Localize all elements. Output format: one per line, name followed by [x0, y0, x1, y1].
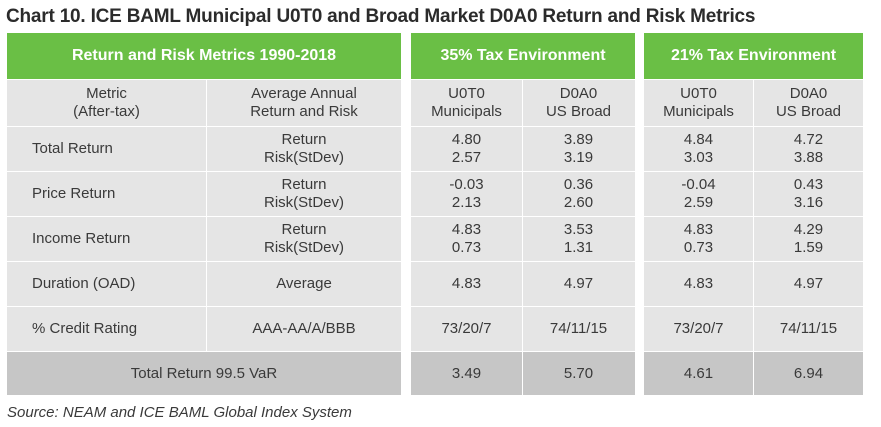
table-row: 4.84 3.03 4.72 3.88 [644, 126, 863, 171]
row-type: AAA-AA/A/BBB [206, 307, 401, 351]
metrics-block: Return and Risk Metrics 1990-2018 Metric… [7, 33, 401, 395]
table-row: Total Return Return Risk(StDev) [7, 126, 401, 171]
row-type: Average [206, 262, 401, 306]
table-row: 4.80 2.57 3.89 3.19 [411, 126, 635, 171]
table-row: Duration (OAD) Average [7, 261, 401, 306]
u0t0-value: 73/20/7 [441, 320, 492, 337]
row-label: Income Return [32, 230, 131, 247]
u0t0-value: 4.84 3.03 [683, 131, 714, 166]
table-row: -0.03 2.13 0.36 2.60 [411, 171, 635, 216]
d0a0-var-value: 6.94 [753, 352, 863, 395]
d0a0-value: 74/11/15 [522, 307, 634, 351]
table-row: 4.83 0.73 4.29 1.59 [644, 216, 863, 261]
var-row: 3.49 5.70 [411, 351, 635, 395]
row-label: Total Return [32, 140, 113, 157]
u0t0-value: -0.04 2.59 [681, 176, 716, 211]
u0t0-column-header: U0T0 Municipals [663, 85, 734, 120]
d0a0-value: 3.53 1.31 [522, 217, 634, 261]
tax21-subheader-row: U0T0 Municipals D0A0 US Broad [644, 79, 863, 126]
metric-column-header: Metric (After-tax) [73, 85, 140, 120]
d0a0-value: 74/11/15 [753, 307, 863, 351]
row-type: Return Risk(StDev) [206, 127, 401, 171]
table-row: Income Return Return Risk(StDev) [7, 216, 401, 261]
u0t0-value: 4.83 0.73 [683, 221, 714, 256]
table-row: 4.83 4.97 [411, 261, 635, 306]
table-row: Price Return Return Risk(StDev) [7, 171, 401, 216]
d0a0-var-value: 5.70 [522, 352, 634, 395]
row-type: Return Risk(StDev) [206, 217, 401, 261]
var-row: 4.61 6.94 [644, 351, 863, 395]
d0a0-value: 0.43 3.16 [753, 172, 863, 216]
u0t0-column-header: U0T0 Municipals [431, 85, 502, 120]
u0t0-value: 4.83 [451, 275, 482, 292]
var-label: Total Return 99.5 VaR [130, 364, 278, 382]
d0a0-value: 4.97 [522, 262, 634, 306]
u0t0-value: -0.03 2.13 [449, 176, 484, 211]
row-label: % Credit Rating [32, 320, 138, 337]
d0a0-column-header: D0A0 US Broad [753, 80, 863, 126]
d0a0-value: 4.97 [753, 262, 863, 306]
tax35-header: 35% Tax Environment [411, 33, 635, 79]
table-row: 73/20/7 74/11/15 [411, 306, 635, 351]
metrics-subheader-row: Metric (After-tax) Average Annual Return… [7, 79, 401, 126]
table-row: % Credit Rating AAA-AA/A/BBB [7, 306, 401, 351]
chart-title: Chart 10. ICE BAML Municipal U0T0 and Br… [6, 6, 756, 27]
d0a0-value: 3.89 3.19 [522, 127, 634, 171]
d0a0-column-header: D0A0 US Broad [522, 80, 634, 126]
table-row: 4.83 4.97 [644, 261, 863, 306]
row-label: Price Return [32, 185, 116, 202]
average-column-header: Average Annual Return and Risk [206, 80, 401, 126]
d0a0-value: 0.36 2.60 [522, 172, 634, 216]
tax35-block: 35% Tax Environment U0T0 Municipals D0A0… [411, 33, 635, 395]
row-type: Return Risk(StDev) [206, 172, 401, 216]
tax21-header: 21% Tax Environment [644, 33, 863, 79]
row-label: Duration (OAD) [32, 275, 136, 292]
table-row: 73/20/7 74/11/15 [644, 306, 863, 351]
tax21-block: 21% Tax Environment U0T0 Municipals D0A0… [644, 33, 863, 395]
d0a0-value: 4.29 1.59 [753, 217, 863, 261]
table-row: -0.04 2.59 0.43 3.16 [644, 171, 863, 216]
u0t0-var-value: 4.61 [683, 364, 714, 382]
table-row: 4.83 0.73 3.53 1.31 [411, 216, 635, 261]
u0t0-value: 4.83 [683, 275, 714, 292]
metrics-header: Return and Risk Metrics 1990-2018 [7, 33, 401, 79]
u0t0-value: 73/20/7 [673, 320, 724, 337]
u0t0-var-value: 3.49 [451, 364, 482, 382]
d0a0-value: 4.72 3.88 [753, 127, 863, 171]
u0t0-value: 4.83 0.73 [451, 221, 482, 256]
u0t0-value: 4.80 2.57 [451, 131, 482, 166]
tax35-subheader-row: U0T0 Municipals D0A0 US Broad [411, 79, 635, 126]
source-note: Source: NEAM and ICE BAML Global Index S… [7, 404, 352, 421]
var-row: Total Return 99.5 VaR [7, 351, 401, 395]
